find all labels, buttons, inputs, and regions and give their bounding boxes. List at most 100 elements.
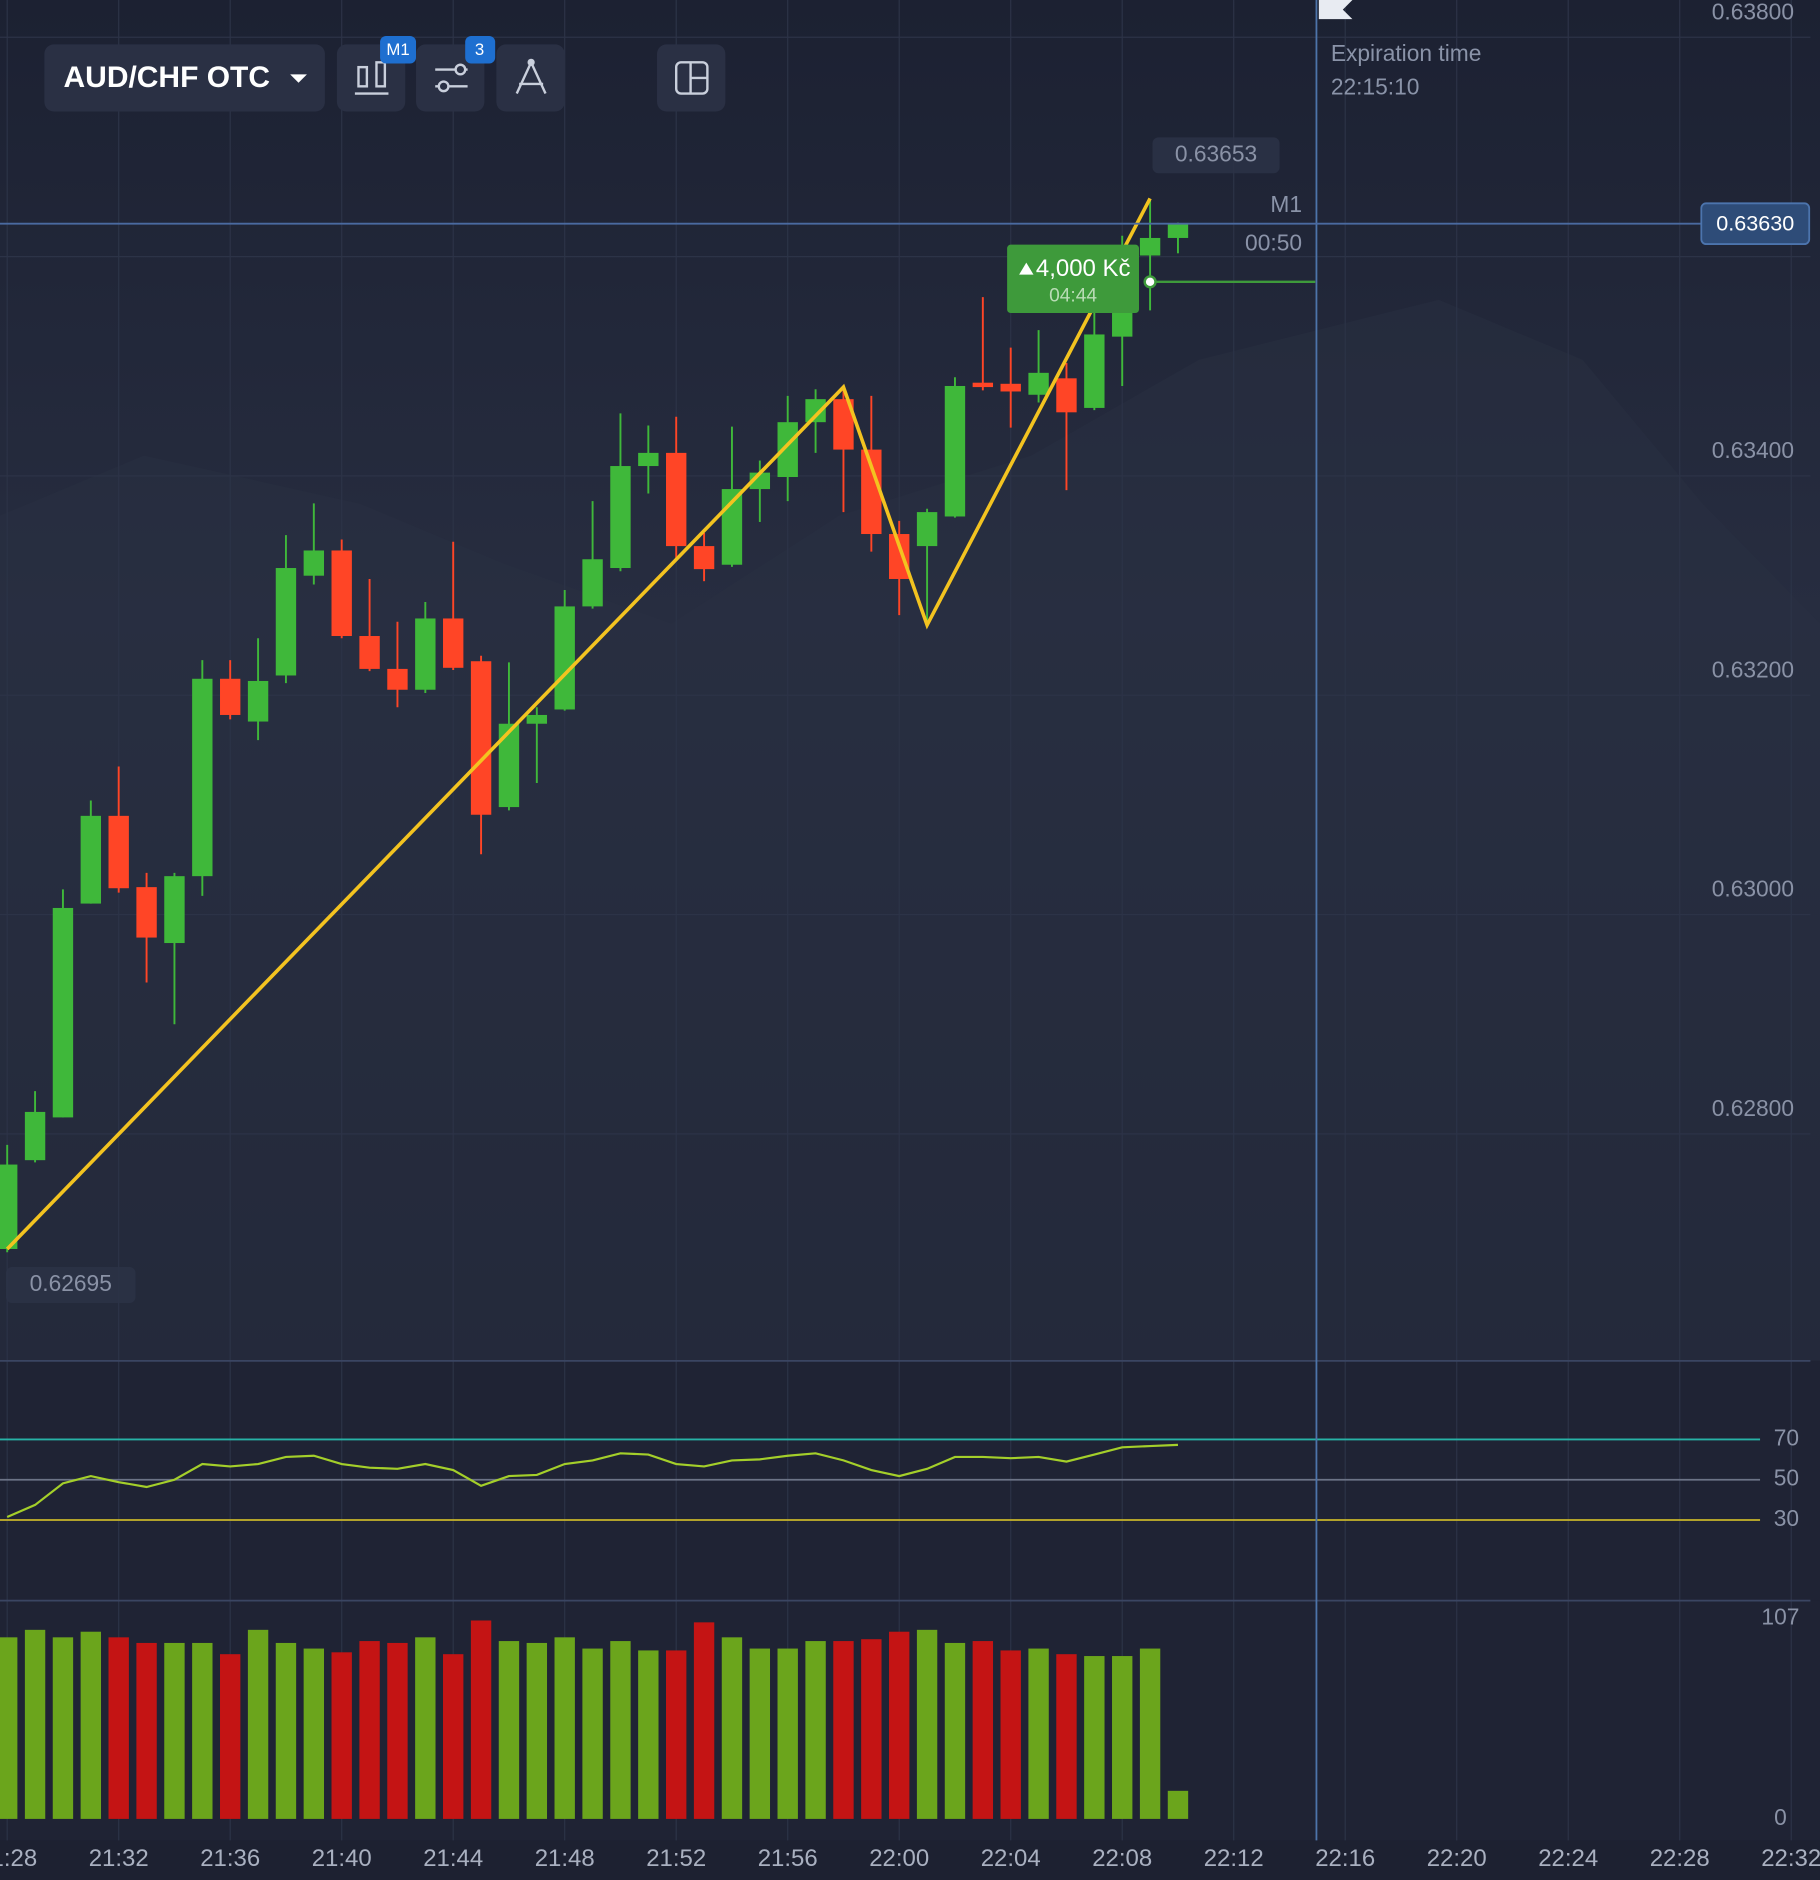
candle-body [1084, 334, 1105, 408]
trade-up-arrow [1019, 262, 1034, 275]
candle-body [275, 568, 297, 676]
expiration-flag [1318, 0, 1353, 20]
volume-bar [387, 1642, 408, 1819]
volume-bar [331, 1652, 352, 1819]
x-tick-label: 21:44 [423, 1845, 483, 1872]
icon [357, 65, 369, 88]
candle-countdown: 00:50 [1245, 230, 1302, 256]
volume-bar [526, 1642, 548, 1819]
badge [380, 35, 417, 64]
badge-text: M1 [386, 40, 409, 59]
trade-amount: 4,000 Kč [1036, 255, 1131, 282]
volume-bar [359, 1641, 380, 1819]
volume-bar [1112, 1656, 1133, 1819]
layout-button[interactable] [657, 44, 726, 112]
volume-bar [275, 1642, 297, 1819]
y-tick-label: 50 [1774, 1465, 1799, 1491]
volume-bar [1056, 1654, 1077, 1819]
background-mountains [0, 299, 1820, 1361]
candle-body [387, 668, 408, 690]
volume-bar [582, 1648, 603, 1819]
badge-text: 3 [475, 40, 484, 59]
volume-bar [164, 1642, 185, 1819]
candle-body [1167, 223, 1189, 238]
candle-body [247, 680, 269, 722]
volume-bar [1000, 1650, 1021, 1819]
volume-bar [192, 1642, 213, 1819]
candle-body [1028, 372, 1049, 395]
candle-body [220, 678, 241, 715]
volume-bar [666, 1650, 687, 1819]
y-tick-label: 70 [1774, 1424, 1799, 1450]
x-tick-label: 22:16 [1315, 1845, 1375, 1872]
icon [689, 62, 708, 94]
volume-bar [833, 1641, 854, 1819]
candle-body [861, 449, 882, 535]
candle-body [443, 618, 464, 668]
candle-body [24, 1111, 46, 1161]
zigzag-line [5, 197, 1152, 1251]
candle-body [136, 887, 157, 938]
volume-bar [443, 1654, 464, 1819]
asset-button[interactable] [44, 44, 325, 112]
icon [375, 61, 387, 88]
volume-bar [777, 1648, 798, 1819]
x-tick-label: 21:28 [0, 1845, 37, 1872]
volume-bar [1167, 1790, 1189, 1819]
y-tick-label: 30 [1774, 1505, 1799, 1531]
y-tick-label: 107 [1761, 1604, 1799, 1630]
candle-body [526, 714, 548, 724]
candle-body [331, 550, 352, 637]
candle-body [359, 636, 380, 669]
volume-bar [1084, 1656, 1105, 1819]
asset-name: AUD/CHF OTC [64, 61, 270, 94]
candle-body [0, 1164, 18, 1249]
trade-point [1143, 275, 1157, 289]
chart-type-button[interactable]: M1 [336, 35, 417, 112]
volume-bar [805, 1641, 826, 1819]
candle-body [415, 618, 436, 690]
candle-body [554, 606, 575, 710]
candle-body [52, 907, 74, 1118]
x-tick-label: 22:32 [1761, 1845, 1820, 1872]
candle-body [164, 876, 185, 944]
x-tick-label: 22:24 [1538, 1845, 1598, 1872]
current-price-label: 0.63630 [1716, 211, 1794, 236]
icon [454, 63, 467, 76]
candle-body [889, 534, 910, 579]
volume-bar [693, 1622, 715, 1819]
candle-body [610, 466, 631, 569]
candle-body [693, 546, 715, 570]
candle-body [192, 678, 213, 877]
volume-bar [554, 1637, 575, 1819]
y-tick-label: 0 [1774, 1804, 1787, 1830]
zigzag-label-bg [1152, 137, 1280, 174]
x-tick-label: 22:28 [1650, 1845, 1710, 1872]
volume-bar [303, 1648, 325, 1819]
volume-bar [889, 1631, 910, 1819]
x-tick-label: 22:04 [981, 1845, 1041, 1872]
volume-bar [220, 1654, 241, 1819]
button-bg[interactable] [496, 44, 565, 112]
volume-bar [136, 1642, 157, 1819]
indicators-button[interactable]: 3 [416, 35, 496, 112]
icon [437, 80, 450, 93]
volume-bar [1028, 1648, 1049, 1819]
zigzag-low-label: 0.62695 [30, 1270, 112, 1296]
y-tick-label: 0.63400 [1712, 437, 1794, 463]
time-axis [0, 1840, 1820, 1880]
drawing-tools-button[interactable] [496, 44, 565, 112]
timeframe-label: M1 [1270, 191, 1302, 217]
x-tick-label: 22:08 [1092, 1845, 1152, 1872]
volume-bar [52, 1637, 74, 1819]
candle-body [805, 399, 826, 423]
x-tick-label: 21:32 [89, 1845, 149, 1872]
volume-bar [24, 1629, 46, 1819]
x-tick-label: 22:12 [1204, 1845, 1264, 1872]
volume-panel [0, 1600, 1820, 1841]
candle-body [108, 815, 129, 889]
candle-body [916, 512, 938, 547]
asset-selector[interactable]: AUD/CHF OTC [44, 44, 325, 112]
x-tick-label: 22:00 [869, 1845, 929, 1872]
